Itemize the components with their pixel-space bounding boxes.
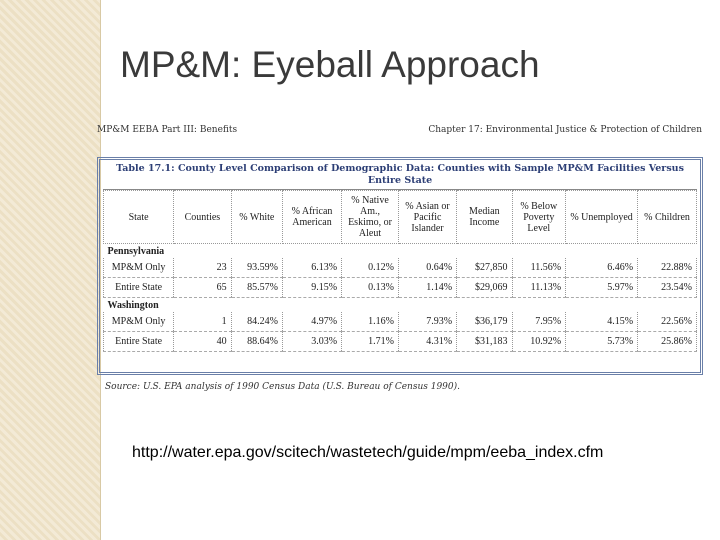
doc-header-right: Chapter 17: Environmental Justice & Prot… (428, 125, 702, 135)
table-cell: 1 (173, 312, 232, 332)
column-header: % Native Am., Eskimo, or Aleut (341, 190, 399, 244)
table-cell: 5.97% (565, 277, 639, 298)
table-cell: 40 (173, 331, 232, 352)
table-cell: $27,850 (456, 258, 513, 278)
table-cell: 1.14% (397, 277, 458, 298)
table-cell: 4.97% (281, 312, 343, 332)
section-name: Pennsylvania (107, 245, 165, 257)
table-cell: 6.46% (565, 258, 639, 278)
table-cell: 65 (173, 277, 232, 298)
column-header: State (102, 190, 175, 244)
table-cell: 4.31% (397, 331, 458, 352)
table-cell: 10.92% (511, 331, 567, 352)
table-cell: 7.95% (511, 312, 567, 332)
table-cell: 1.71% (341, 331, 399, 352)
side-stripe (0, 0, 101, 540)
table-cell: 84.24% (230, 312, 283, 332)
table-cell: 23.54% (637, 277, 697, 298)
column-header: Counties (173, 190, 232, 244)
source-url: http://water.epa.gov/scitech/wastetech/g… (132, 444, 604, 461)
table-cell: $31,183 (456, 331, 513, 352)
table-cell: 6.13% (281, 258, 343, 278)
table-cell: 23 (173, 258, 232, 278)
table-row: MP&M Only 1 84.24% 4.97% 1.16% 7.93% $36,179 7.… (102, 312, 697, 332)
slide-title: MP&M: Eyeball Approach (120, 44, 540, 85)
table-cell: $29,069 (456, 277, 513, 298)
section-name: Washington (107, 299, 159, 311)
table-cell: 88.64% (230, 331, 283, 352)
table-cell: Entire State (102, 331, 175, 352)
table-cell: 93.59% (230, 258, 283, 278)
table-cell: 25.86% (637, 331, 697, 352)
column-header: % Asian or Pacific Islander (397, 190, 458, 244)
table-cell: 5.73% (565, 331, 639, 352)
column-header: % Below Poverty Level (511, 190, 567, 244)
table-cell: 3.03% (281, 331, 343, 352)
table-cell: 0.12% (341, 258, 399, 278)
column-header: Median Income (456, 190, 513, 244)
table-cell: MP&M Only (102, 312, 175, 332)
table-cell: 22.88% (637, 258, 697, 278)
table-cell: 0.64% (397, 258, 458, 278)
column-header: % Unemployed (565, 190, 639, 244)
data-table: State Counties% White% African American% … (102, 190, 697, 352)
doc-header-left: MP&M EEBA Part III: Benefits (97, 125, 238, 135)
table-cell: 0.13% (341, 277, 399, 298)
table-cell: 7.93% (397, 312, 458, 332)
table-row: Entire State 65 85.57% 9.15% 0.13% 1.14% $29,0… (102, 277, 697, 298)
table-row: Entire State 40 88.64% 3.03% 1.71% 4.31% $31,1… (102, 331, 697, 352)
table-cell: 9.15% (281, 277, 343, 298)
section-row: Washington (104, 298, 697, 313)
table-cell: Entire State (102, 277, 175, 298)
table-frame: Table 17.1: County Level Comparison of D… (97, 157, 703, 375)
table-cell: $36,179 (456, 312, 513, 332)
table-cell: MP&M Only (102, 258, 175, 278)
section-row: Pennsylvania (104, 244, 697, 259)
column-header: % White (230, 190, 283, 244)
table-source: Source: U.S. EPA analysis of 1990 Census… (105, 382, 461, 392)
table-cell: 4.15% (565, 312, 639, 332)
table-cell: 11.56% (511, 258, 567, 278)
header-row: State Counties% White% African American% … (102, 190, 697, 244)
table-cell: 22.56% (637, 312, 697, 332)
column-header: % African American (281, 190, 343, 244)
table-cell: 11.13% (511, 277, 567, 298)
table-cell: 1.16% (341, 312, 399, 332)
table-cell: 85.57% (230, 277, 283, 298)
table-row: MP&M Only 23 93.59% 6.13% 0.12% 0.64% $27,850 1… (102, 258, 697, 278)
table-caption: Table 17.1: County Level Comparison of D… (103, 163, 697, 190)
column-header: % Children (637, 190, 697, 244)
